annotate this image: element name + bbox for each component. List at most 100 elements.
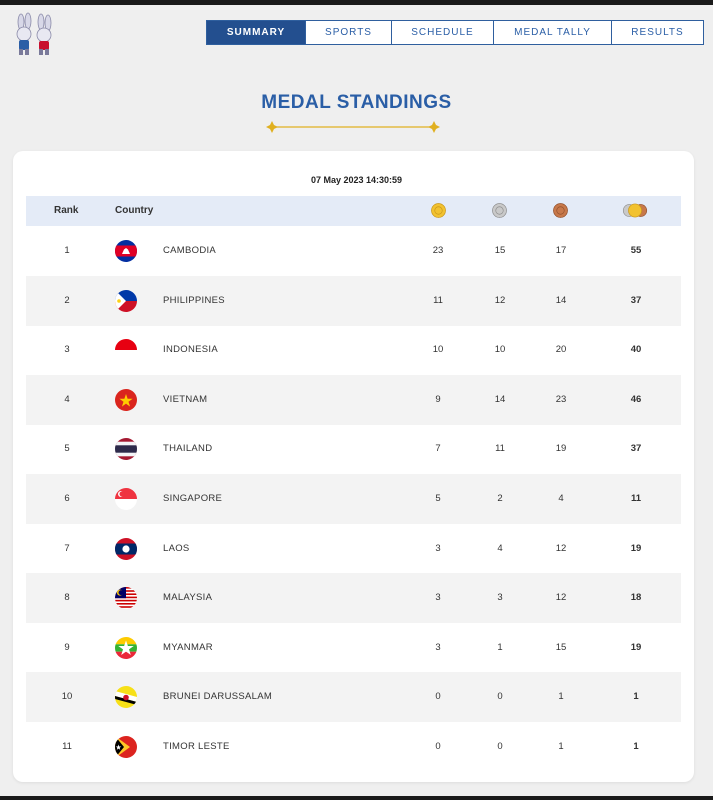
singapore-flag-icon — [115, 488, 137, 510]
bronze-medal-icon[interactable] — [553, 203, 568, 218]
silver-count-cell: 2 — [497, 493, 503, 504]
table-row[interactable]: 11 TIMOR LESTE 0 0 1 1 — [26, 722, 681, 772]
gold-medal-icon[interactable] — [431, 203, 446, 218]
gold-count-cell: 5 — [435, 493, 441, 504]
rank-cell: 10 — [61, 691, 73, 703]
brunei-flag-icon — [115, 686, 137, 709]
mascot-logo-icon — [16, 12, 52, 55]
philippines-flag-icon — [115, 289, 137, 312]
total-count-cell: 1 — [633, 741, 639, 752]
gold-count-cell: 9 — [435, 393, 441, 405]
tab-summary[interactable]: SUMMARY — [206, 20, 306, 45]
country-name-cell: TIMOR LESTE — [163, 741, 230, 752]
total-count-cell: 19 — [630, 542, 642, 554]
laos-flag-icon — [115, 537, 137, 560]
gold-count-cell: 0 — [435, 741, 441, 752]
total-count-cell: 37 — [630, 294, 642, 306]
country-name-cell: CAMBODIA — [163, 245, 217, 256]
country-name-cell: SINGAPORE — [163, 493, 223, 504]
bronze-count-cell: 1 — [558, 691, 564, 703]
silver-count-cell: 3 — [497, 592, 503, 604]
table-row[interactable]: 4 VIETNAM 9 14 23 46 — [26, 374, 681, 425]
gold-count-cell: 3 — [435, 641, 441, 653]
silver-count-cell: 0 — [497, 741, 503, 752]
page-title: MEDAL STANDINGS — [261, 92, 452, 113]
total-count-cell: 55 — [630, 245, 642, 256]
table-row[interactable]: 7 LAOS 3 4 12 19 — [26, 524, 681, 574]
table-row[interactable]: 10 BRUNEI DARUSSALAM 0 0 1 1 — [26, 672, 681, 723]
top-frame-bar — [0, 0, 713, 5]
gold-count-cell: 11 — [433, 294, 443, 306]
country-name-cell: LAOS — [163, 542, 190, 554]
rank-cell: 11 — [62, 741, 72, 752]
bronze-count-cell: 20 — [555, 344, 567, 356]
bottom-frame-bar — [0, 796, 713, 800]
table-row[interactable]: 6 SINGAPORE 5 2 4 11 — [26, 474, 681, 524]
bronze-count-cell: 23 — [555, 393, 567, 405]
tab-medal-tally[interactable]: MEDAL TALLY — [493, 20, 612, 45]
cambodia-flag-icon — [115, 240, 137, 262]
gold-count-cell: 23 — [432, 245, 444, 256]
bronze-count-cell: 19 — [555, 443, 567, 455]
silver-medal-icon[interactable] — [492, 203, 507, 218]
rank-cell: 6 — [64, 493, 70, 504]
tab-sports[interactable]: SPORTS — [305, 20, 392, 45]
top-navigation: SUMMARY SPORTS SCHEDULE MEDAL TALLY RESU… — [206, 20, 704, 45]
malaysia-flag-icon — [115, 587, 137, 610]
rank-cell: 9 — [64, 641, 70, 653]
total-count-cell: 11 — [630, 493, 642, 504]
country-name-cell: BRUNEI DARUSSALAM — [163, 691, 273, 703]
myanmar-flag-icon — [115, 636, 137, 659]
rank-cell: 8 — [64, 592, 70, 604]
table-row[interactable]: 8 MALAYSIA 3 3 12 18 — [26, 573, 681, 624]
rank-cell: 5 — [64, 443, 70, 455]
table-row[interactable]: 2 PHILIPPINES 11 12 14 37 — [26, 275, 681, 326]
bronze-count-cell: 14 — [555, 294, 567, 306]
country-column-header[interactable]: Country — [115, 205, 154, 216]
country-name-cell: INDONESIA — [163, 344, 218, 356]
silver-count-cell: 12 — [494, 294, 506, 306]
total-count-cell: 18 — [630, 592, 642, 604]
silver-count-cell: 11 — [495, 443, 505, 455]
total-count-cell: 1 — [633, 691, 639, 703]
table-row[interactable]: 1 CAMBODIA 23 15 17 55 — [26, 226, 681, 276]
thailand-flag-icon — [115, 438, 137, 461]
rank-cell: 2 — [64, 294, 70, 306]
gold-count-cell: 3 — [435, 542, 441, 554]
rank-cell: 3 — [64, 344, 70, 356]
tab-schedule[interactable]: SCHEDULE — [391, 20, 494, 45]
silver-count-cell: 4 — [497, 542, 503, 554]
total-count-cell: 46 — [630, 393, 642, 405]
bronze-count-cell: 1 — [558, 741, 564, 752]
country-name-cell: PHILIPPINES — [163, 294, 225, 306]
table-header: Rank Country — [26, 196, 681, 226]
silver-count-cell: 1 — [497, 641, 503, 653]
table-row[interactable]: 9 MYANMAR 3 1 15 19 — [26, 623, 681, 673]
silver-count-cell: 14 — [494, 393, 506, 405]
table-row[interactable]: 3 INDONESIA 10 10 20 40 — [26, 325, 681, 375]
total-medals-icon[interactable] — [621, 203, 649, 218]
gold-count-cell: 0 — [435, 691, 441, 703]
country-name-cell: THAILAND — [163, 443, 213, 455]
total-count-cell: 19 — [630, 641, 642, 653]
bronze-count-cell: 15 — [555, 641, 567, 653]
bronze-count-cell: 12 — [555, 542, 567, 554]
total-count-cell: 37 — [630, 443, 642, 455]
bronze-count-cell: 4 — [558, 493, 564, 504]
title-underline-ornament — [266, 121, 440, 133]
silver-count-cell: 0 — [497, 691, 503, 703]
total-count-cell: 40 — [630, 344, 642, 356]
rank-cell: 1 — [64, 245, 70, 256]
rank-column-header[interactable]: Rank — [54, 205, 79, 216]
rank-cell: 4 — [64, 393, 70, 405]
table-row[interactable]: 5 THAILAND 7 11 19 37 — [26, 424, 681, 474]
bronze-count-cell: 12 — [555, 592, 567, 604]
rank-cell: 7 — [64, 542, 70, 554]
timor-leste-flag-icon — [115, 736, 137, 758]
tab-results[interactable]: RESULTS — [611, 20, 704, 45]
silver-count-cell: 10 — [494, 344, 506, 356]
gold-count-cell: 3 — [435, 592, 441, 604]
last-updated-timestamp: 07 May 2023 14:30:59 — [310, 175, 403, 185]
country-name-cell: MALAYSIA — [163, 592, 213, 604]
indonesia-flag-icon — [115, 339, 137, 362]
